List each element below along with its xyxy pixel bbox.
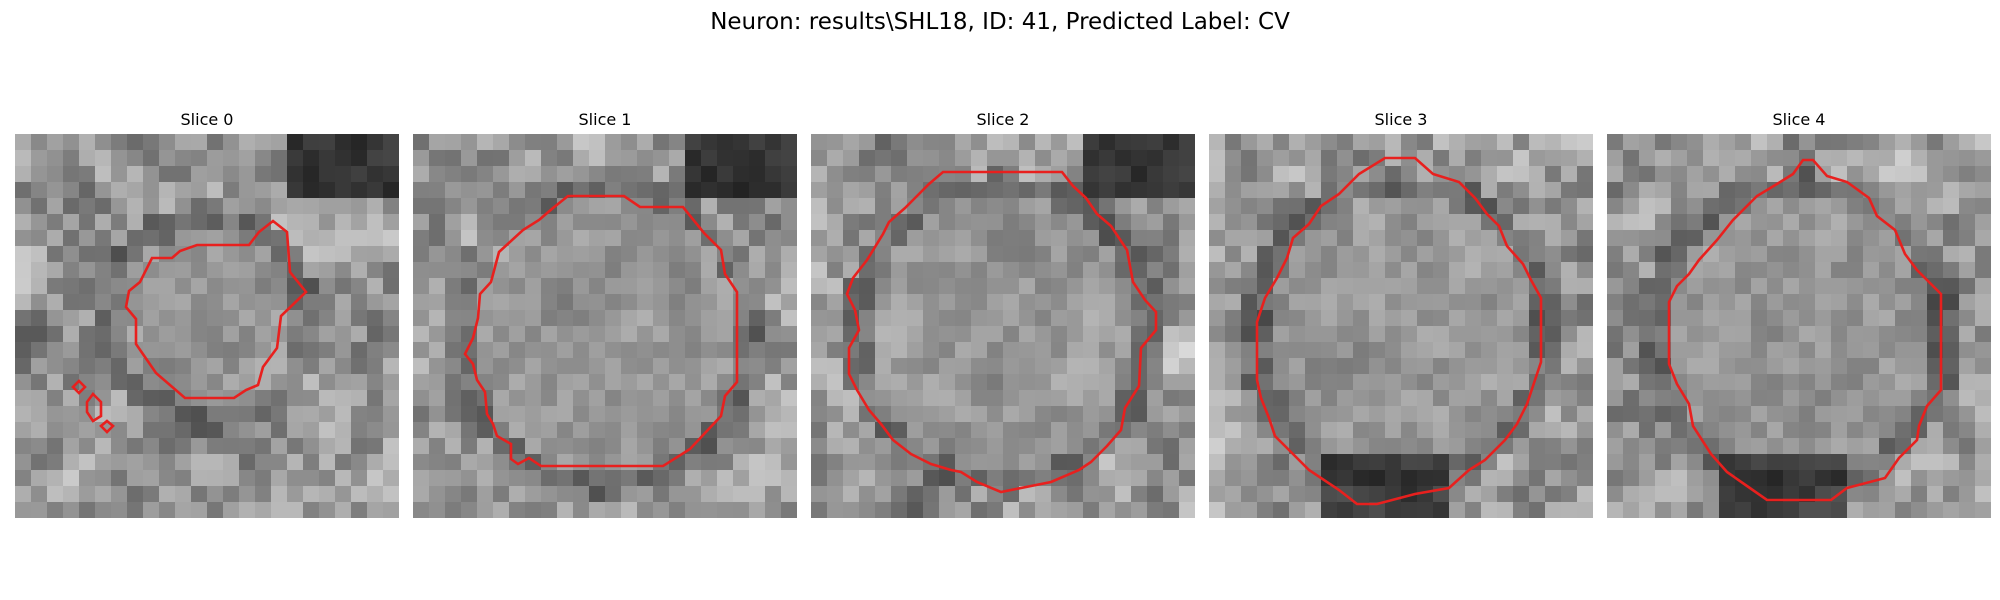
- em-image-3: [1209, 134, 1593, 518]
- slice-image-3: [1209, 134, 1593, 518]
- segmentation-contour-4: [1667, 158, 1943, 502]
- em-image-0: [15, 134, 399, 518]
- slice-panel-4: Slice 4: [1607, 108, 1991, 518]
- slice-panel-0: Slice 0: [15, 108, 399, 518]
- slice-image-4: [1607, 134, 1991, 518]
- slice-image-2: [811, 134, 1195, 518]
- segmentation-contour-0: [71, 219, 308, 434]
- slice-title-1: Slice 1: [578, 110, 632, 129]
- slice-panel-1: Slice 1: [413, 108, 797, 518]
- slice-panel-2: Slice 2: [811, 108, 1195, 518]
- slice-title-0: Slice 0: [180, 110, 234, 129]
- slice-title-4: Slice 4: [1772, 110, 1826, 129]
- slice-image-1: [413, 134, 797, 518]
- em-image-2: [811, 134, 1195, 518]
- segmentation-contour-1: [463, 194, 739, 468]
- em-image-4: [1607, 134, 1991, 518]
- slice-title-3: Slice 3: [1374, 110, 1428, 129]
- segmentation-contour-3: [1255, 156, 1543, 506]
- slice-title-2: Slice 2: [976, 110, 1030, 129]
- figure-title: Neuron: results\SHL18, ID: 41, Predicted…: [710, 9, 1290, 35]
- slice-image-0: [15, 134, 399, 518]
- slice-panel-3: Slice 3: [1209, 108, 1593, 518]
- segmentation-contour-2: [845, 170, 1158, 494]
